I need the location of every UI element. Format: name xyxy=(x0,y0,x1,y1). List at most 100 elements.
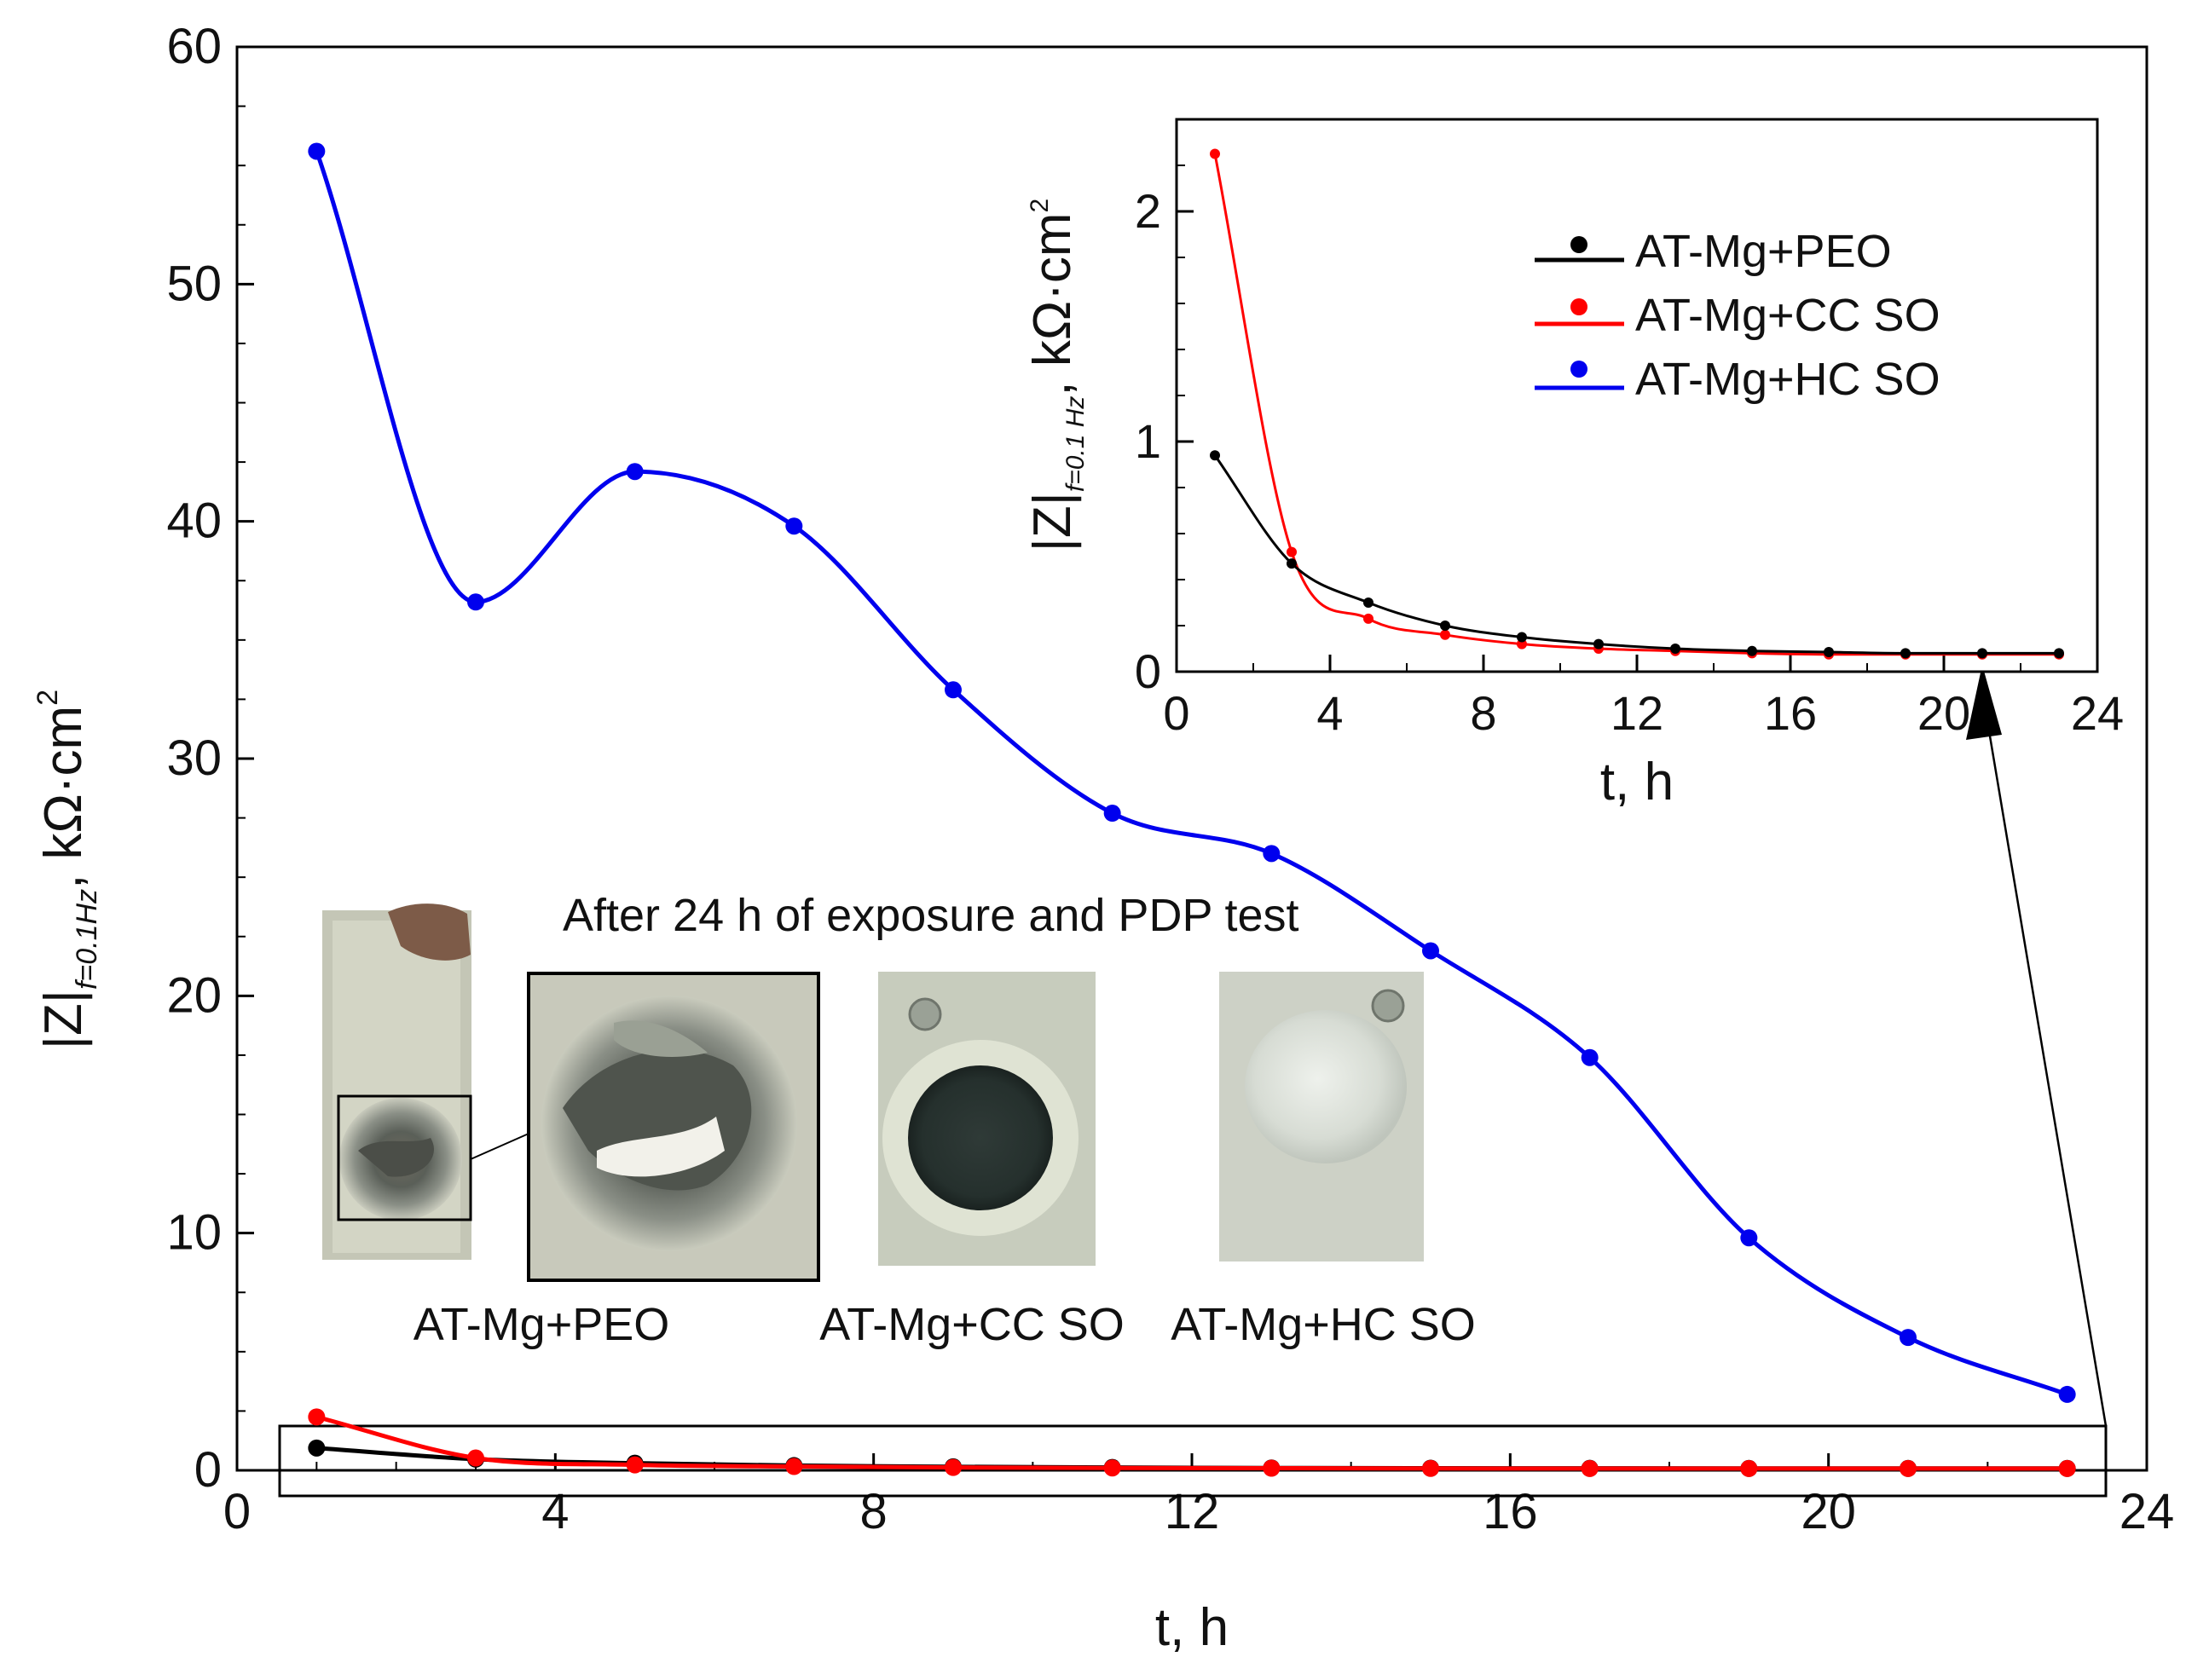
sample-label-cc: AT-Mg+CC SO xyxy=(819,1299,1125,1350)
inset-y-ticks: 0 1 2 xyxy=(1135,118,1194,698)
inset-x-tick-label-5: 20 xyxy=(1917,686,1970,740)
main-y-tick-label-0: 0 xyxy=(194,1442,222,1498)
main-x-tick-label-2: 8 xyxy=(860,1484,888,1539)
main-point-at-mg-cc-so-0 xyxy=(308,1408,326,1426)
inset-point-at-mg-cc-so-1 xyxy=(1287,546,1297,557)
main-point-at-mg-cc-so-4 xyxy=(945,1458,962,1476)
inset-x-tick-label-0: 0 xyxy=(1163,686,1189,740)
main-x-ticks: 0 4 8 12 16 20 24 xyxy=(223,1453,2174,1539)
inset-point-at-mg-peo-6 xyxy=(1670,644,1680,654)
main-point-at-mg-hc-so-11 xyxy=(2058,1385,2076,1403)
legend-marker-cc xyxy=(1570,298,1587,315)
main-y-tick-label-1: 10 xyxy=(166,1205,222,1261)
sample-photo-hc xyxy=(1219,972,1424,1261)
inset-series-group xyxy=(1210,148,2064,660)
main-point-at-mg-cc-so-5 xyxy=(1103,1459,1121,1477)
inset-point-at-mg-peo-8 xyxy=(1824,647,1834,658)
main-y-tick-label-5: 50 xyxy=(166,256,222,311)
main-x-tick-label-3: 12 xyxy=(1165,1484,1220,1539)
main-series-group xyxy=(308,142,2076,1477)
main-point-at-mg-cc-so-9 xyxy=(1740,1459,1758,1477)
main-series-line-at-mg-cc-so xyxy=(314,1414,2070,1471)
main-point-at-mg-hc-so-8 xyxy=(1581,1048,1599,1066)
inset-arrow-head xyxy=(1966,665,2002,740)
sample-label-hc: AT-Mg+HC SO xyxy=(1171,1299,1476,1350)
main-point-at-mg-cc-so-3 xyxy=(785,1458,803,1475)
inset-point-at-mg-cc-so-2 xyxy=(1363,613,1373,624)
main-point-at-mg-hc-so-9 xyxy=(1740,1229,1758,1247)
main-point-at-mg-hc-so-4 xyxy=(945,681,962,699)
main-x-tick-label-4: 16 xyxy=(1483,1484,1538,1539)
sample-photo-cc xyxy=(878,972,1096,1266)
inset-point-at-mg-peo-9 xyxy=(1900,648,1911,659)
main-point-at-mg-cc-so-6 xyxy=(1263,1459,1281,1477)
main-point-at-mg-hc-so-6 xyxy=(1263,845,1281,863)
inset-y-axis-title: |Z|f=0.1 Hz, kΩ·cm2 xyxy=(1023,199,1090,551)
inset-x-tick-label-6: 24 xyxy=(2071,686,2124,740)
inset-x-axis-title: t, h xyxy=(1600,753,1674,811)
inset-y-tick-label-0: 0 xyxy=(1135,644,1161,698)
main-point-at-mg-cc-so-10 xyxy=(1900,1459,1917,1477)
zoom-connector xyxy=(470,1133,529,1160)
zoom-box-small xyxy=(337,1094,472,1221)
inset-x-tick-label-1: 4 xyxy=(1316,686,1343,740)
main-x-tick-label-6: 24 xyxy=(2119,1484,2175,1539)
legend-label-hc: AT-Mg+HC SO xyxy=(1635,354,1940,405)
inset-point-at-mg-peo-0 xyxy=(1210,450,1220,461)
main-y-title-sub: f=0.1Hz xyxy=(71,889,103,990)
inset-legend: AT-Mg+PEO AT-Mg+CC SO AT-Mg+HC SO xyxy=(1535,226,1940,405)
main-x-axis-title: t, h xyxy=(1155,1598,1229,1657)
inset-x-tick-label-4: 16 xyxy=(1764,686,1817,740)
main-point-at-mg-hc-so-3 xyxy=(785,517,803,535)
main-point-at-mg-peo-0 xyxy=(308,1439,326,1457)
legend-label-cc: AT-Mg+CC SO xyxy=(1635,290,1940,341)
main-y-tick-label-4: 40 xyxy=(166,494,222,549)
main-point-at-mg-hc-so-5 xyxy=(1103,805,1121,823)
main-point-at-mg-cc-so-11 xyxy=(2058,1459,2076,1477)
main-x-tick-label-1: 4 xyxy=(541,1484,569,1539)
inset-point-at-mg-peo-2 xyxy=(1363,598,1373,608)
inset-y-title-sub: f=0.1 Hz xyxy=(1061,396,1090,493)
legend-item-peo: AT-Mg+PEO xyxy=(1535,226,1892,277)
inset-point-at-mg-peo-1 xyxy=(1287,558,1297,569)
main-point-at-mg-cc-so-2 xyxy=(626,1456,644,1474)
legend-marker-peo xyxy=(1570,236,1587,253)
main-point-at-mg-cc-so-1 xyxy=(467,1449,484,1467)
inset-y-title-main: |Z| xyxy=(1023,492,1082,551)
inset-y-title-sup: 2 xyxy=(1026,199,1054,213)
main-y-tick-label-6: 60 xyxy=(166,19,222,74)
inset-point-at-mg-peo-5 xyxy=(1593,638,1604,649)
main-x-tick-label-0: 0 xyxy=(223,1484,251,1539)
sample-label-peo: AT-Mg+PEO xyxy=(413,1299,670,1350)
main-y-tick-label-3: 30 xyxy=(166,730,222,786)
inset-point-at-mg-peo-10 xyxy=(1977,648,1987,659)
inset-x-tick-label-2: 8 xyxy=(1470,686,1496,740)
main-zoom-region xyxy=(278,1424,2108,1498)
main-point-at-mg-hc-so-2 xyxy=(626,463,644,481)
legend-label-peo: AT-Mg+PEO xyxy=(1635,226,1892,277)
inset-point-at-mg-peo-4 xyxy=(1517,632,1527,643)
inset-y-tick-label-1: 1 xyxy=(1135,414,1161,468)
sample-photo-peo-zoom xyxy=(527,972,820,1282)
main-x-tick-label-5: 20 xyxy=(1801,1484,1856,1539)
legend-marker-hc xyxy=(1570,361,1587,378)
main-y-axis-title: |Z|f=0.1Hz, kΩ·cm2 xyxy=(32,690,103,1049)
main-point-at-mg-hc-so-7 xyxy=(1422,942,1439,960)
inset-plot-frame xyxy=(1175,118,2099,673)
legend-item-cc: AT-Mg+CC SO xyxy=(1535,290,1940,341)
main-y-title-main: |Z| xyxy=(34,990,93,1049)
inset-x-tick-label-3: 12 xyxy=(1611,686,1663,740)
photo-caption: After 24 h of exposure and PDP test xyxy=(563,890,1299,941)
inset-point-at-mg-peo-7 xyxy=(1747,645,1757,656)
main-point-at-mg-hc-so-1 xyxy=(467,593,484,611)
inset-point-at-mg-cc-so-0 xyxy=(1210,148,1220,159)
main-y-title-unit: , kΩ·cm xyxy=(34,706,93,889)
inset-y-title-unit: , kΩ·cm xyxy=(1023,212,1082,395)
main-y-title-sup: 2 xyxy=(32,690,64,706)
inset-arrow xyxy=(1978,689,2108,1427)
main-point-at-mg-cc-so-7 xyxy=(1422,1459,1439,1477)
inset-point-at-mg-peo-11 xyxy=(2054,648,2064,659)
inset-point-at-mg-peo-3 xyxy=(1440,621,1450,631)
